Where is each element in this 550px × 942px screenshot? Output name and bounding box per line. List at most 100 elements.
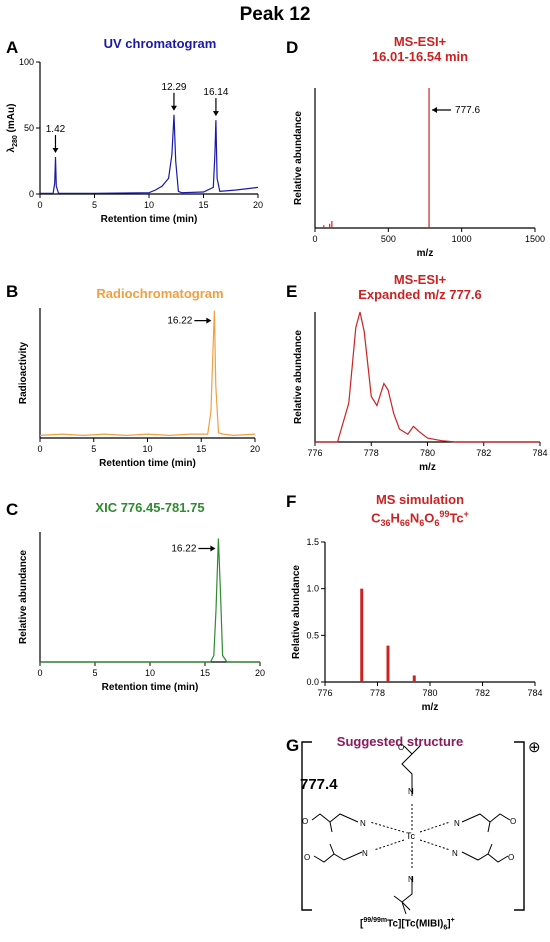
panel-letter-f: F: [286, 492, 297, 511]
panel-d-title-line1: MS-ESI+: [393, 34, 447, 49]
bar: [323, 225, 325, 228]
left-bracket: [301, 741, 312, 911]
x-tick-label: 778: [370, 688, 385, 698]
chart-c: 0 5 10 15 20 Retention time (min) Relative abu…: [18, 532, 265, 693]
bar: [329, 223, 331, 228]
x-tick-label: 5: [92, 200, 97, 210]
annotation-label: 16.22: [167, 316, 192, 327]
x-tick-label: 20: [255, 668, 265, 678]
chart-a: 0 5 10 15 20 0 50 100 Retention time (min) 1.42 12…: [6, 57, 263, 225]
panel-d-title: MS-ESI+ 16.01-16.54 min: [330, 34, 510, 64]
panel-letter-a: A: [6, 38, 19, 57]
x-tick-label: 15: [198, 200, 208, 210]
structure-caption: [99/99mTc][Tc(MIBI)6]+: [360, 917, 455, 932]
x-tick-label: 776: [307, 448, 322, 458]
n-atom-top: N: [408, 787, 414, 796]
arrow-head-icon: [210, 545, 216, 552]
positive-charge-icon: ⊕: [528, 739, 541, 756]
bar: [360, 588, 364, 682]
chart-d: 0 500 1000 1500 m/z Relative abundance 777.6: [293, 88, 545, 259]
x-tick-label: 20: [250, 444, 260, 454]
x-axis-label: Retention time (min): [102, 682, 199, 693]
panel-letter-c: C: [6, 500, 19, 519]
x-tick-label: 20: [253, 200, 263, 210]
panel-letter-d: D: [286, 38, 299, 57]
panel-letter-b: B: [6, 282, 19, 301]
x-tick-label: 5: [91, 444, 96, 454]
x-tick-label: 0: [37, 200, 42, 210]
x-tick-label: 782: [475, 688, 490, 698]
y-tick-label: 0: [29, 189, 34, 199]
x-tick-label: 782: [476, 448, 491, 458]
x-axis-label: m/z: [419, 462, 436, 473]
y-tick-label: 0.5: [306, 630, 319, 640]
panel-e-title: MS-ESI+ Expanded m/z 777.6: [330, 272, 510, 302]
y-tick-label: 1.5: [306, 537, 319, 547]
bar: [428, 88, 430, 228]
y-tick-label: 50: [24, 123, 34, 133]
panel-b-title: Radiochromatogram: [96, 286, 224, 301]
o-atom-left-lower: O: [304, 853, 310, 862]
y-tick-label: 1.0: [306, 584, 319, 594]
arrow-head-icon: [170, 105, 177, 111]
panel-e-title-line1: MS-ESI+: [393, 272, 447, 287]
x-tick-label: 784: [532, 448, 547, 458]
series-line: [39, 310, 256, 437]
n-atom-left-lower: N: [362, 849, 368, 858]
x-tick-label: 780: [422, 688, 437, 698]
n-atom-right-lower: N: [452, 849, 458, 858]
chart-f: 776 778 780 782 784 0.0 0.5 1.0 1.5 m/z Relative a…: [291, 537, 543, 713]
x-tick-label: 0: [37, 668, 42, 678]
x-axis-label: Retention time (min): [101, 214, 198, 225]
y-tick-label: 0.0: [306, 677, 319, 687]
x-tick-label: 1000: [452, 234, 472, 244]
panel-f-title: MS simulation C36H66N6O699Tc+: [330, 492, 510, 531]
panel-letter-g: G: [286, 736, 300, 755]
o-atom-right-upper: O: [510, 817, 516, 826]
annotation-label: 1.42: [46, 124, 66, 135]
panel-e-title-line2: Expanded m/z 777.6: [358, 287, 482, 302]
x-axis-label: Retention time (min): [99, 458, 196, 469]
x-axis-label: m/z: [422, 702, 439, 713]
x-tick-label: 1500: [525, 234, 545, 244]
x-tick-label: 780: [420, 448, 435, 458]
x-tick-label: 778: [364, 448, 379, 458]
series-line: [40, 114, 259, 194]
panel-g-title: Suggested structure: [336, 734, 464, 749]
arrow-head-icon: [212, 111, 219, 117]
annotation-label: 16.22: [171, 544, 196, 555]
x-tick-label: 776: [317, 688, 332, 698]
y-axis-label: Radioactivity: [18, 341, 29, 404]
n-atom-bottom: N: [408, 875, 414, 884]
x-tick-label: 15: [196, 444, 206, 454]
arrow-head-icon: [206, 317, 212, 324]
annotation-label: 777.6: [455, 105, 480, 116]
y-axis-label: Relative abundance: [18, 550, 29, 644]
figure-title: Peak 12: [239, 4, 311, 25]
x-tick-label: 10: [144, 200, 154, 210]
structure-mass-label: 777.4: [300, 776, 338, 793]
bar: [331, 221, 333, 228]
x-tick-label: 0: [37, 444, 42, 454]
structure-drawing: Tc N N N N N N O O O O O: [301, 741, 525, 915]
x-tick-label: 0: [312, 234, 317, 244]
o-atom-top: O: [398, 743, 404, 752]
panel-f-title-line1: MS simulation: [375, 492, 465, 507]
series-line: [40, 538, 260, 663]
x-axis-label: m/z: [417, 248, 434, 259]
o-atom-left-upper: O: [302, 817, 308, 826]
series-line: [315, 311, 540, 443]
panel-f-formula: C36H66N6O699Tc+: [371, 509, 469, 528]
y-axis-label: λ280 (mAu): [6, 104, 19, 153]
panel-a-title: UV chromatogram: [103, 36, 217, 51]
chart-b: 0 5 10 15 20 Retention time (min) Radioactivit…: [18, 308, 260, 469]
x-tick-label: 5: [92, 668, 97, 678]
n-atom-right-upper: N: [454, 819, 460, 828]
panel-d-title-line2: 16.01-16.54 min: [371, 49, 469, 64]
right-bracket: [514, 741, 525, 911]
x-tick-label: 10: [145, 668, 155, 678]
arrow-head-icon: [52, 148, 59, 154]
x-tick-label: 15: [200, 668, 210, 678]
x-tick-label: 10: [142, 444, 152, 454]
